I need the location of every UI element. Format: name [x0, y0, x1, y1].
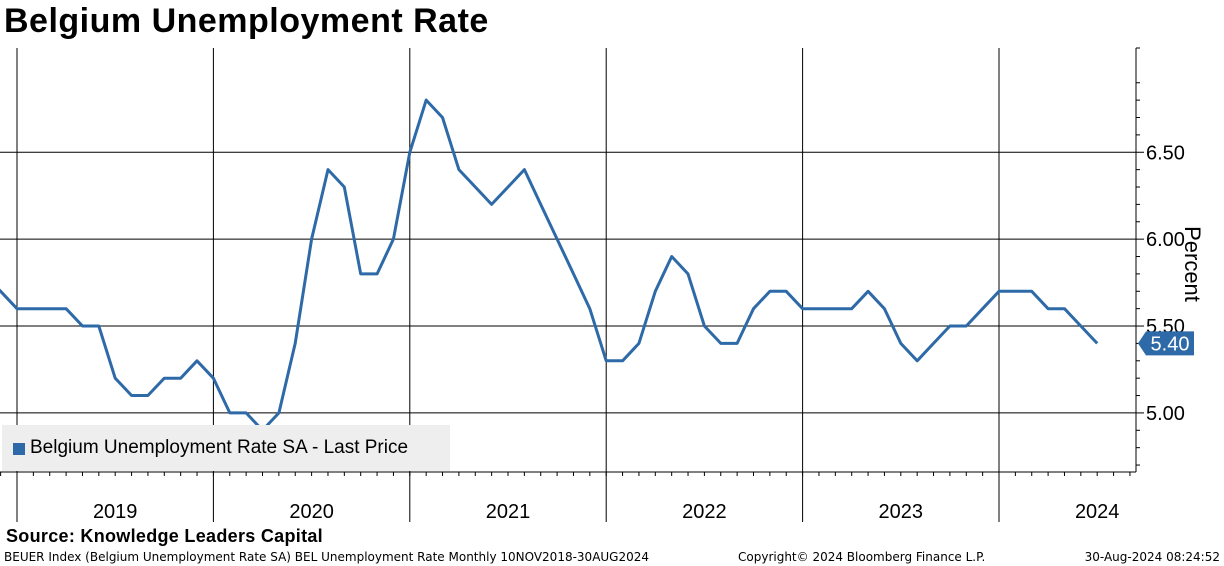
last-value-label: 5.40	[1151, 333, 1190, 355]
y-axis-title: Percent	[1180, 226, 1205, 302]
y-tick-label: 6.50	[1146, 142, 1185, 164]
horizontal-gridlines	[0, 151, 1136, 414]
footer-copyright: Copyright© 2024 Bloomberg Finance L.P.	[738, 550, 986, 564]
legend-swatch	[13, 443, 25, 455]
footer-index-info: BEUER Index (Belgium Unemployment Rate S…	[4, 550, 650, 564]
x-tick-label: 2021	[486, 501, 531, 523]
source-note: Source: Knowledge Leaders Capital	[6, 526, 323, 546]
y-tick-label: 6.00	[1146, 229, 1185, 251]
last-value-badge	[1138, 331, 1194, 356]
y-tick-label: 5.00	[1146, 403, 1185, 425]
legend: Belgium Unemployment Rate SA - Last Pric…	[2, 425, 450, 471]
y-axis: 5.005.506.006.50	[1135, 47, 1185, 472]
x-tick-label: 2022	[682, 501, 727, 523]
x-tick-label: 2024	[1075, 501, 1120, 523]
x-tick-label: 2023	[879, 501, 924, 523]
last-value-tag: 5.40	[1138, 331, 1194, 356]
series-line	[0, 98, 1099, 432]
footer-timestamp: 30-Aug-2024 08:24:52	[1084, 550, 1220, 564]
vertical-gridlines	[16, 48, 1000, 522]
x-axis-labels: 2019 2020 2021 2022 2023 2024	[0, 471, 1136, 523]
x-tick-label: 2019	[93, 501, 138, 523]
chart-title: Belgium Unemployment Rate	[4, 2, 489, 40]
series-layer	[0, 98, 1099, 432]
x-tick-label: 2020	[289, 501, 334, 523]
legend-label: Belgium Unemployment Rate SA - Last Pric…	[30, 437, 409, 458]
